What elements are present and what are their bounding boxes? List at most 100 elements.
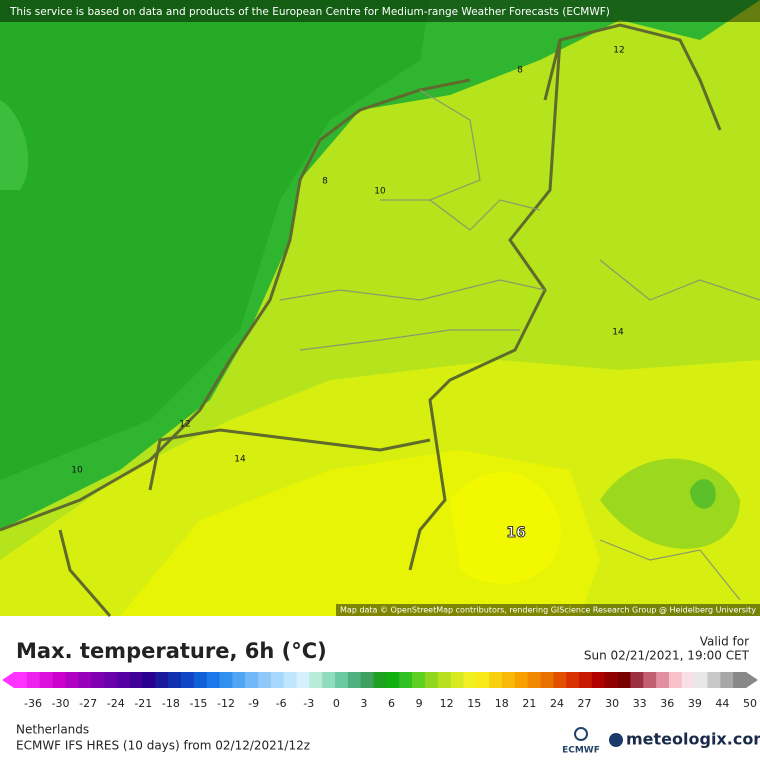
colorbar-swatch [245,672,259,688]
scale-label: 36 [660,697,674,710]
scale-label: -3 [303,697,314,710]
ecmwf-icon [574,727,588,741]
colorbar-swatch [604,672,619,688]
scale-label: -27 [79,697,97,710]
colorbar-swatch [193,672,208,688]
model: ECMWF IFS HRES (10 days) from 02/12/2021… [16,739,310,753]
scale-label: -36 [24,697,42,710]
colorbar-swatch [553,672,567,688]
cool-core [690,479,716,509]
colorbar-swatch [232,672,246,688]
scale-label: 3 [360,697,367,710]
colorbar-swatch [155,672,169,688]
colorbar-swatch [322,672,336,688]
colorbar-swatch [579,672,593,688]
scale-label: 9 [416,697,423,710]
colorbar-swatch [52,672,66,688]
colorbar-swatch [270,672,285,688]
scale-label: 12 [440,697,454,710]
valid-label: Valid for [700,635,749,649]
colorbar-swatch [489,672,503,688]
colorbar-swatch [502,672,516,688]
colorbar-swatch [476,672,490,688]
notice-bar [0,0,760,22]
colorbar-swatch [720,672,734,688]
colorbar-swatch [386,672,400,688]
colorbar-swatch [527,672,542,688]
contour-label: 14 [234,455,246,465]
borders [0,23,722,617]
scale-label: 33 [633,697,647,710]
regions [279,89,760,601]
colorbar-swatch [116,672,131,688]
contour-labels: 12 8 8 10 14 12 14 10 16 [71,46,624,542]
scale-label: -12 [217,697,235,710]
attribution: Map data © OpenStreetMap contributors, r… [340,606,756,615]
legend-title: Max. temperature, 6h (°C) [16,639,327,663]
contour-label: 8 [322,177,328,187]
colorbar-swatch [206,672,220,688]
contour-label: 12 [179,420,190,430]
contour-label: 12 [613,46,624,56]
scale-label: -24 [107,697,125,710]
colorbar-swatch [424,672,439,688]
colorbar-swatch [514,672,529,688]
colorbar-swatch [630,672,644,688]
colorbar-swatch [591,672,606,688]
notice: This service is based on data and produc… [9,6,610,18]
colorbar-swatch [180,672,195,688]
scale-label: -18 [162,697,180,710]
valid-time: Sun 02/21/2021, 19:00 CET [584,649,750,663]
scale-label: -21 [134,697,152,710]
colorbar-swatch [450,672,464,688]
colorbar-swatch [129,672,143,688]
colorbar-swatch [309,672,323,688]
scale-label: 0 [333,697,340,710]
brand-icon [609,733,623,747]
colorbar-swatch [412,672,426,688]
colorbar-swatch [168,672,182,688]
map: 12 8 8 10 14 12 14 10 16 This service is based o… [0,0,760,617]
colorbar-arrow-left [2,672,14,688]
scale-label: -9 [248,697,259,710]
scale-label: 6 [388,697,395,710]
colorbar-swatch [643,672,657,688]
contour-label: 8 [517,66,523,76]
colorbar-swatch [103,672,118,688]
colorbar-swatch [707,672,721,688]
colorbar-swatch [681,672,696,688]
colorbar-swatch [399,672,413,688]
colorbar-swatch [91,672,105,688]
colorbar-swatch [540,672,554,688]
colorbar-swatch [694,672,708,688]
scale-label: 15 [467,697,481,710]
warm-core [450,472,561,584]
scale-label: -30 [52,697,70,710]
colorbar-swatch [142,672,156,688]
ecmwf-logo: ECMWF [562,746,600,756]
colorbar-swatch [283,672,298,688]
colorbar-swatch [373,672,387,688]
colorbar: -36 -30 -27 -24 -21 -18 -15 -12 -9 -6 -3 0 3 6 9 12 15 18… [2,672,758,710]
contour-label: 10 [374,187,386,197]
colorbar-swatch [258,672,272,688]
scale-label: 50 [743,697,757,710]
colorbar-swatch [668,672,683,688]
colorbar-swatch [296,672,310,688]
colorbar-arrow-right [746,672,758,688]
colorbar-swatch [335,672,349,688]
colorbar-swatch [733,672,747,688]
brand: meteologix.com [626,730,760,749]
contour-label: 14 [612,328,624,338]
attribution-bar [336,604,760,616]
scale-label: 44 [715,697,729,710]
scale-label: 24 [550,697,564,710]
sea-patch [0,100,29,190]
colorbar-swatch [566,672,580,688]
scale-label: 18 [495,697,509,710]
region: Netherlands [16,723,89,737]
scale-label: 21 [522,697,536,710]
contour-label: 10 [71,466,83,476]
scale-label: -15 [189,697,207,710]
